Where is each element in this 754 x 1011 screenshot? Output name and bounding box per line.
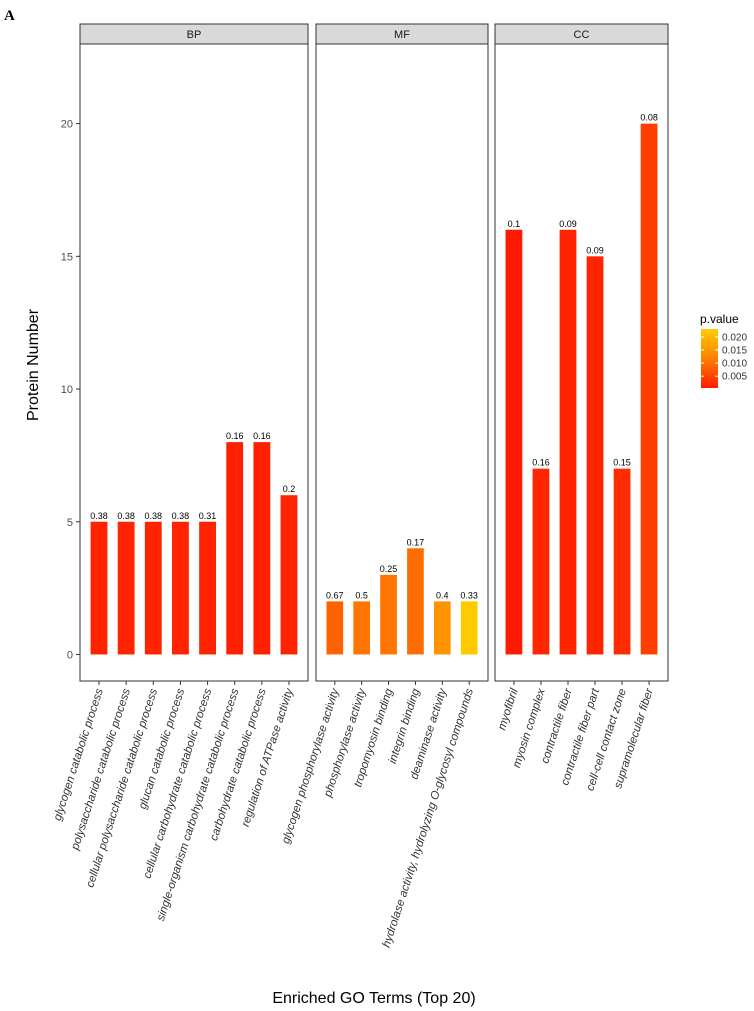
bar-value-label: 0.17 xyxy=(407,537,425,547)
legend-tick-label: 0.020 xyxy=(722,332,747,343)
bar-bp-2 xyxy=(144,521,162,655)
facet-title: CC xyxy=(574,29,590,41)
category-label: myofibril xyxy=(496,687,521,732)
category-label: glycogen catabolic process xyxy=(52,687,106,822)
bar-value-label: 0.09 xyxy=(586,245,604,255)
bar-value-label: 0.38 xyxy=(117,511,135,521)
bar-cc-5 xyxy=(640,123,658,655)
x-axis-title: Enriched GO Terms (Top 20) xyxy=(272,990,475,1007)
facet-title: MF xyxy=(394,29,410,41)
bar-value-label: 0.4 xyxy=(436,590,449,600)
bar-value-label: 0.38 xyxy=(90,511,108,521)
y-tick-label: 10 xyxy=(61,384,73,396)
p-value-legend: p.value 0.005 0.010 0.015 0.020 xyxy=(700,312,747,388)
y-tick-label: 20 xyxy=(61,119,73,131)
bar-mf-2 xyxy=(380,574,397,655)
facet-title: BP xyxy=(187,29,202,41)
bar-value-label: 0.1 xyxy=(508,219,521,229)
y-tick-label: 0 xyxy=(67,649,73,661)
facet-panel-border xyxy=(315,43,489,682)
legend-colorbar xyxy=(701,329,718,388)
facet-panel-border xyxy=(494,43,669,682)
category-label: regulation of ATPase activity xyxy=(240,686,296,828)
y-tick-label: 5 xyxy=(67,517,73,529)
y-axis-title: Protein Number xyxy=(25,308,42,421)
bar-bp-0 xyxy=(90,521,108,655)
bar-bp-5 xyxy=(226,442,244,655)
bar-value-label: 0.16 xyxy=(226,431,244,441)
bar-value-label: 0.38 xyxy=(172,511,190,521)
bar-bp-3 xyxy=(172,521,189,655)
legend-tick-label: 0.005 xyxy=(722,372,747,383)
y-tick-label: 15 xyxy=(61,251,73,263)
bar-value-label: 0.38 xyxy=(145,511,163,521)
bar-bp-4 xyxy=(199,521,216,655)
bar-value-label: 0.5 xyxy=(355,590,368,600)
panel-label: A xyxy=(4,8,15,24)
facet-panel-border xyxy=(79,43,309,682)
y-axis: 0 5 10 15 20 xyxy=(61,119,80,661)
bar-cc-2 xyxy=(559,229,577,655)
bar-value-label: 0.09 xyxy=(559,219,577,229)
bar-mf-1 xyxy=(353,601,371,655)
bar-value-label: 0.15 xyxy=(613,458,631,468)
legend-tick-label: 0.015 xyxy=(722,345,747,356)
bar-cc-1 xyxy=(532,468,550,655)
bar-value-label: 0.31 xyxy=(199,511,217,521)
bar-bp-6 xyxy=(253,442,271,655)
bar-value-label: 0.08 xyxy=(640,113,658,123)
bar-bp-1 xyxy=(117,521,135,655)
bar-mf-0 xyxy=(326,601,344,655)
bar-value-label: 0.2 xyxy=(283,484,296,494)
legend-title: p.value xyxy=(700,312,739,326)
bar-cc-3 xyxy=(586,256,604,655)
bar-mf-3 xyxy=(407,548,424,655)
bar-value-label: 0.67 xyxy=(326,590,344,600)
bar-value-label: 0.16 xyxy=(532,458,550,468)
bar-value-label: 0.16 xyxy=(253,431,271,441)
bar-mf-5 xyxy=(460,601,478,655)
bar-value-label: 0.33 xyxy=(460,590,478,600)
bar-cc-0 xyxy=(505,229,523,655)
bar-bp-7 xyxy=(280,495,298,655)
bar-cc-4 xyxy=(613,468,631,655)
legend-tick-label: 0.010 xyxy=(722,359,747,370)
bar-value-label: 0.25 xyxy=(380,564,398,574)
bar-mf-4 xyxy=(433,601,451,655)
